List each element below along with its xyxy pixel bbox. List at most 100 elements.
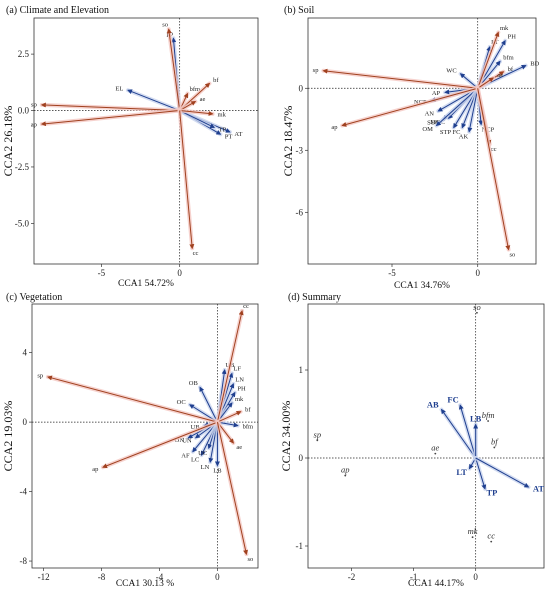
p0-response-label-cc: cc <box>193 250 199 257</box>
p0-explanatory-label-at: AT <box>234 131 242 138</box>
p2-xtick-label: -12 <box>38 572 50 582</box>
p3-xtick-label: -1 <box>410 572 418 582</box>
p2-response-arrow-ap <box>102 421 218 469</box>
p1-response-label-so: so <box>510 251 516 258</box>
p2-explanatory-label-un: UN <box>182 438 192 445</box>
panel-c-label: (c) <box>6 292 17 303</box>
p0-xtick-label: 0 <box>177 268 182 278</box>
panel-a-label: (a) <box>6 5 17 16</box>
p0-explanatory-label-pt: PT <box>225 134 233 141</box>
p1-response-arrow-so <box>477 88 511 251</box>
p3-response-label-so: so <box>473 302 481 312</box>
p2-explanatory-label-ub: UB <box>191 424 201 431</box>
p0-explanatory-arrow-tp <box>179 110 216 128</box>
p1-explanatory-arrow-ak <box>467 88 479 133</box>
p1-explanatory-label-soc: SOC <box>427 120 440 127</box>
p3-response-point-sp <box>316 439 319 442</box>
p1-response-arrow-mk <box>477 31 500 89</box>
p2-ytick-label: 4 <box>23 348 28 358</box>
p1-explanatory-arrow-wc <box>459 73 479 89</box>
p0-ytick-label: 2.5 <box>18 49 30 59</box>
p1-explanatory-label-stp: STP <box>440 129 452 136</box>
p1-ytick-label: 0 <box>299 83 304 93</box>
p1-response-label-ap: ap <box>331 124 337 131</box>
p0-response-label-sp: sp <box>31 102 37 109</box>
panel-c-xlabel: CCA1 30.13 % <box>116 579 174 589</box>
p2-response-label-sp: sp <box>37 373 43 380</box>
p0-explanatory-arrow-el <box>127 89 180 111</box>
svg-text:(d) Summary: (d) Summary <box>288 292 341 303</box>
p3-response-point-cc <box>490 540 493 543</box>
p2-explanatory-arrow-ob <box>199 386 218 423</box>
panel-a-ylabel: CCA2 26.18% <box>1 106 15 177</box>
p2-xtick-label: -4 <box>156 572 164 582</box>
p3-response-label-sp: sp <box>314 429 322 439</box>
p2-response-label-ae: ae <box>236 444 242 451</box>
p1-explanatory-label-fc: FC <box>453 129 461 136</box>
p2-explanatory-label-ln: LN <box>235 376 244 383</box>
p0-response-label-ap: ap <box>31 122 37 129</box>
p3-response-label-cc: cc <box>487 531 495 541</box>
p3-ytick-label: 1 <box>299 365 304 375</box>
p3-explanatory-arrow-fc <box>458 404 477 459</box>
p3-response-point-bfm <box>487 420 490 422</box>
p2-explanatory-label-ph: PH <box>237 385 246 392</box>
p0-response-arrow-sp <box>40 102 180 112</box>
p2-explanatory-label-lf: LF <box>233 366 241 373</box>
p1-response-label-ae: ae <box>497 72 503 79</box>
p1-explanatory-label-an: AN <box>425 111 435 118</box>
panel-summary: (d) Summary -2 -1 0 1 0 -1 AB FC LB LT TP AT so sp ap a… <box>279 292 545 589</box>
p3-ytick-label: -1 <box>296 541 304 551</box>
p3-response-point-bf <box>493 446 496 449</box>
p1-explanatory-label-om: OM <box>422 126 433 133</box>
p1-ytick-label: -6 <box>296 207 304 217</box>
p3-explanatory-label-ab: AB <box>427 400 439 410</box>
p2-response-arrow-cc <box>216 309 244 423</box>
p0-response-label-ae: ae <box>200 96 206 103</box>
panel-d-title: Summary <box>302 292 341 303</box>
panel-b-label: (b) <box>284 5 296 16</box>
p2-xtick-label: 0 <box>215 572 220 582</box>
p3-response-point-ae <box>434 452 437 455</box>
p1-explanatory-label-ak: AK <box>459 134 469 141</box>
p3-explanatory-label-fc: FC <box>447 394 458 404</box>
p3-explanatory-label-at: AT <box>533 483 545 493</box>
panel-b-xlabel: CCA1 34.76% <box>394 281 450 291</box>
p1-response-arrow-sp <box>322 68 478 89</box>
p1-response-label-bf: bf <box>508 66 514 73</box>
p1-explanatory-label-ap: AP <box>432 90 441 97</box>
p2-ytick-label: 0 <box>23 417 28 427</box>
p1-ytick-label: -3 <box>296 145 304 155</box>
panel-b-ylabel: CCA2 18.47% <box>281 106 295 177</box>
p3-explanatory-arrow-at <box>475 457 530 488</box>
p3-explanatory-arrow-ab <box>440 408 477 459</box>
panel-a-title: Climate and Elevation <box>20 5 109 16</box>
p1-explanatory-arrow-om <box>435 87 479 127</box>
p3-ytick-label: 0 <box>299 453 304 463</box>
p3-response-label-ap: ap <box>341 465 350 475</box>
p1-explanatory-label-bfm: bfm <box>503 55 513 62</box>
p3-explanatory-label-tp: TP <box>486 488 497 498</box>
svg-text:(c) Vegetation: (c) Vegetation <box>6 292 62 303</box>
p2-explanatory-label-on: ON <box>175 437 185 444</box>
p1-response-arrow-ap <box>341 87 478 127</box>
p0-ytick-label: 0.0 <box>18 106 30 116</box>
p3-response-label-bf: bf <box>491 436 499 446</box>
panel-c-title: Vegetation <box>19 292 62 303</box>
p0-explanatory-label-tp: TP <box>219 127 227 134</box>
p2-ytick-label: -4 <box>20 487 28 497</box>
p0-response-label-bf: bf <box>213 77 219 84</box>
p0-response-arrow-mk <box>179 110 214 116</box>
p1-explanatory-label-wc: WC <box>446 68 456 75</box>
p1-xtick-label: -5 <box>388 268 396 278</box>
p3-response-label-bfm: bfm <box>482 410 495 420</box>
p0-explanatory-label-el: EL <box>115 85 123 92</box>
p0-response-arrow-so <box>166 28 181 111</box>
p3-response-label-mk: mk <box>468 526 478 536</box>
p0-response-label-so: so <box>162 21 168 28</box>
p2-response-label-bf: bf <box>245 407 251 414</box>
svg-text:(b) Soil: (b) Soil <box>284 5 315 16</box>
p3-response-point-ap <box>344 474 347 477</box>
p2-response-arrow-sp <box>46 375 218 423</box>
